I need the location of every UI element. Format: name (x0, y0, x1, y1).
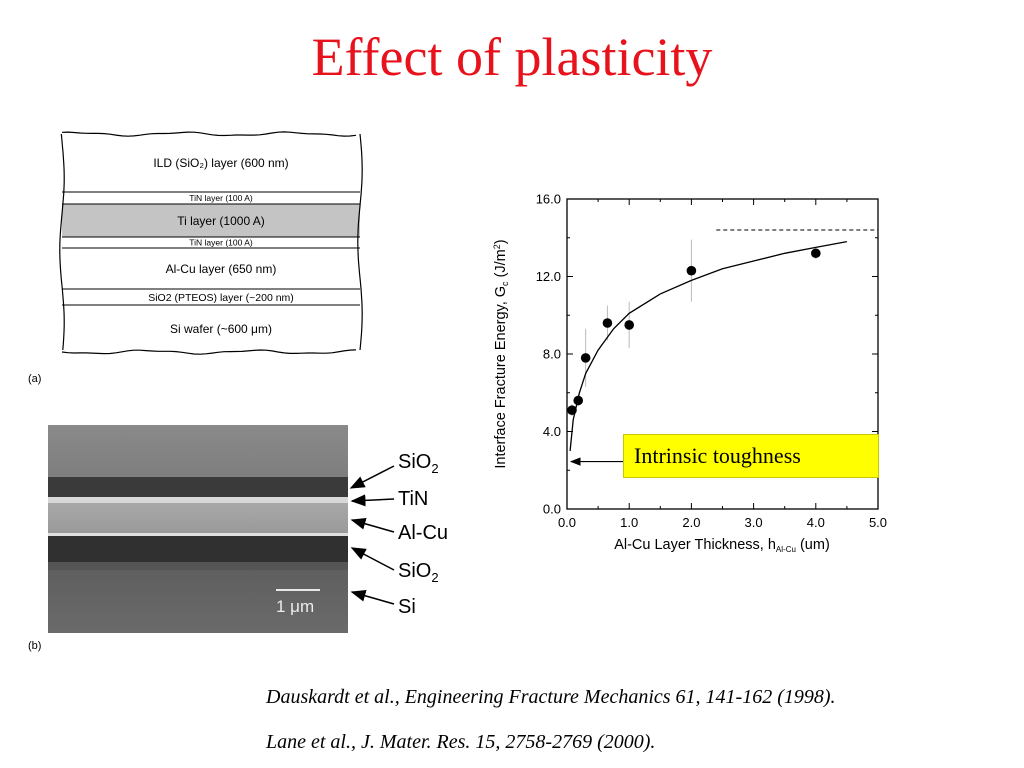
citation-lane: Lane et al., J. Mater. Res. 15, 2758-276… (266, 731, 656, 753)
layer-label-alcu: Al-Cu layer (650 nm) (166, 262, 277, 276)
sem-band-dark-1 (48, 477, 348, 497)
sem-band-sio2-bottom (48, 562, 348, 570)
layer-label-ild: ILD (SiO₂) layer (600 nm) (153, 156, 288, 170)
slide-title: Effect of plasticity (311, 27, 713, 87)
arrow-sio2-bottom (350, 547, 395, 571)
layer-label-tin-top: TiN layer (100 A) (189, 193, 253, 203)
data-point (580, 353, 591, 363)
arrow-tin (350, 494, 395, 507)
layer-label-sio2-pteos: SiO2 (PTEOS) layer (~200 nm) (148, 292, 294, 304)
panel-label-b: (b) (28, 640, 42, 652)
sem-band-tin (48, 497, 348, 503)
sem-band-dark-2 (48, 536, 348, 562)
diagram-top-edge (61, 131, 357, 137)
intrinsic-toughness-callout: Intrinsic toughness (623, 434, 879, 478)
x-tick-label: 0.0 (558, 515, 576, 530)
data-point (686, 265, 697, 276)
layer-label-si-wafer: Si wafer (~600 μm) (170, 322, 272, 336)
data-point (624, 320, 634, 330)
layer-label-ti: Ti layer (1000 A) (177, 214, 265, 228)
x-tick-label: 4.0 (807, 515, 825, 530)
sem-scale-bar (276, 589, 320, 591)
arrow-si (350, 589, 395, 605)
layer-tin-bottom (62, 237, 360, 248)
x-tick-label: 5.0 (869, 515, 887, 530)
fit-curve (569, 240, 848, 451)
citation-dauskardt: Dauskardt et al., Engineering Fracture M… (266, 686, 836, 708)
y-tick-label: 16.0 (536, 192, 561, 207)
x-axis: 0.0 1.0 2.0 3.0 4.0 5.0 (558, 199, 887, 530)
sem-band-interface (48, 533, 348, 536)
sem-label-tin: TiN (398, 488, 429, 510)
layer-ti (62, 204, 360, 237)
layer-sio2-pteos (62, 289, 360, 305)
sem-label-si: Si (398, 596, 416, 618)
data-point (602, 318, 613, 328)
y-tick-label: 4.0 (543, 424, 561, 439)
y-axis-label: Interface Fracture Energy, Gc (J/m2) (492, 239, 510, 468)
layer-alcu (62, 248, 360, 289)
y-tick-label: 0.0 (543, 502, 561, 517)
sem-band-si (48, 570, 348, 633)
x-tick-label: 2.0 (682, 515, 700, 530)
y-tick-label: 8.0 (543, 347, 561, 362)
arrow-sio2-top (349, 465, 395, 489)
layer-label-tin-bottom: TiN layer (100 A) (189, 238, 253, 248)
x-tick-label: 3.0 (745, 515, 763, 530)
sem-scale-label: 1 μm (276, 597, 315, 616)
x-axis-label: Al-Cu Layer Thickness, hAl-Cu (um) (614, 537, 830, 554)
panel-label-a: (a) (28, 373, 41, 385)
sem-label-sio2-bottom: SiO2 (398, 560, 439, 585)
data-point (811, 248, 821, 259)
data-point (567, 405, 577, 415)
sem-label-sio2-top: SiO2 (398, 451, 439, 476)
diagram-bottom-edge (61, 349, 357, 355)
sem-band-alcu (48, 503, 348, 533)
diagram-left-edge (59, 133, 65, 351)
layer-si-wafer (62, 305, 360, 352)
data-point (573, 395, 583, 406)
sem-label-alcu: Al-Cu (398, 522, 449, 544)
x-tick-label: 1.0 (620, 515, 638, 530)
y-axis: 0.0 4.0 8.0 12.0 16.0 (536, 192, 878, 517)
arrow-alcu (350, 517, 395, 533)
y-tick-label: 12.0 (536, 269, 561, 284)
sem-band-sio2-top (48, 425, 348, 477)
layer-ild (62, 133, 360, 192)
layer-tin-top (62, 192, 360, 204)
diagram-right-edge (357, 133, 363, 351)
sem-micrograph: 1 μm (48, 425, 348, 633)
